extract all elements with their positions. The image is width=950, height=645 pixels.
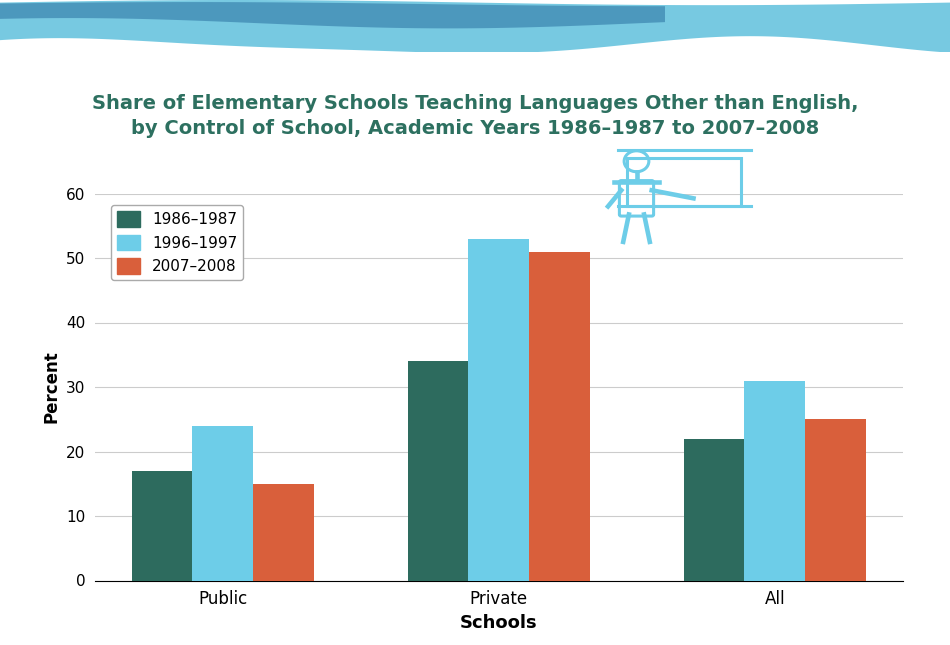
Polygon shape bbox=[0, 2, 665, 28]
Bar bbox=[745, 381, 805, 580]
Bar bbox=[132, 471, 193, 580]
Bar bbox=[627, 158, 741, 206]
Bar bbox=[805, 419, 865, 580]
Y-axis label: Percent: Percent bbox=[43, 351, 61, 423]
Bar bbox=[253, 484, 314, 580]
Polygon shape bbox=[0, 0, 950, 54]
Bar bbox=[468, 239, 529, 580]
Bar bbox=[529, 252, 590, 580]
Text: Share of Elementary Schools Teaching Languages Other than English,
by Control of: Share of Elementary Schools Teaching Lan… bbox=[92, 94, 858, 137]
X-axis label: Schools: Schools bbox=[460, 614, 538, 632]
Bar bbox=[193, 426, 253, 580]
Legend: 1986–1987, 1996–1997, 2007–2008: 1986–1987, 1996–1997, 2007–2008 bbox=[111, 205, 243, 281]
Bar bbox=[408, 361, 468, 580]
Bar bbox=[684, 439, 745, 580]
